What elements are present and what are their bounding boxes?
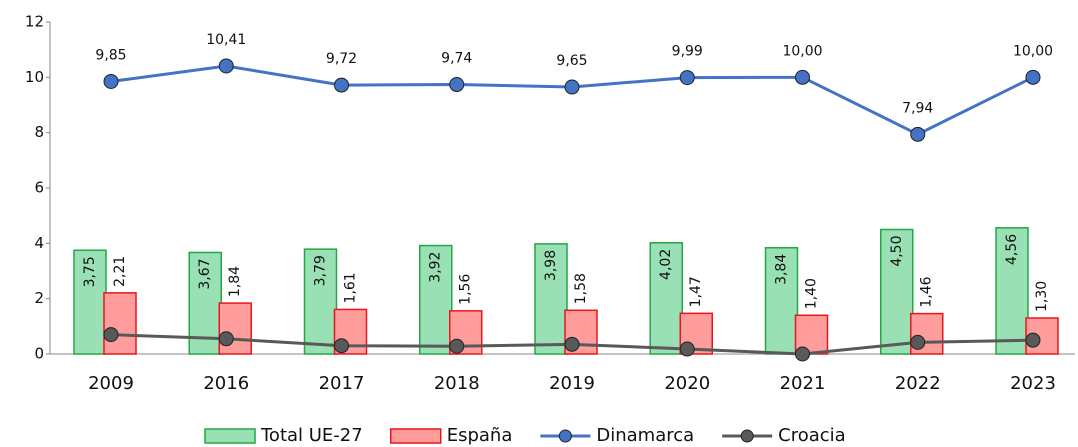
data-label: 4,56 — [1004, 234, 1020, 265]
marker — [218, 58, 234, 74]
data-label: 3,67 — [197, 258, 213, 289]
data-label: 9,65 — [556, 53, 587, 69]
bar — [303, 248, 338, 355]
data-label: 9,99 — [672, 44, 703, 60]
marker — [334, 338, 349, 354]
y-tick-label: 8 — [34, 123, 44, 141]
data-label: 3,98 — [543, 250, 559, 281]
bar — [910, 312, 944, 355]
legend: Total UE-27 España Dinamarca Croacia — [204, 425, 846, 446]
data-label: 9,85 — [95, 47, 126, 63]
legend-swatch — [558, 429, 572, 443]
data-label: 10,00 — [1013, 43, 1053, 59]
bar — [764, 247, 799, 355]
marker — [218, 331, 234, 347]
data-label: 9,72 — [326, 51, 357, 67]
marker — [103, 73, 119, 89]
x-tick-label: 2021 — [780, 373, 826, 394]
x-tick-label: 2023 — [1010, 373, 1056, 394]
bar — [534, 243, 568, 355]
y-tick-label: 12 — [25, 13, 44, 31]
y-tick-label: 6 — [34, 179, 44, 197]
data-label: 4,50 — [889, 236, 905, 267]
bar — [218, 302, 252, 355]
marker — [1025, 69, 1041, 85]
bar — [995, 227, 1029, 355]
legend-label: España — [447, 425, 513, 446]
marker — [679, 341, 695, 357]
marker — [795, 346, 810, 362]
marker — [449, 77, 465, 93]
x-tick-label: 2009 — [88, 373, 134, 394]
legend-swatch — [389, 428, 442, 444]
data-label: 9,74 — [441, 51, 472, 67]
data-label: 3,92 — [428, 252, 444, 283]
legend-swatch — [204, 428, 256, 444]
x-tick-label: 2022 — [895, 373, 941, 394]
data-label: 4,02 — [658, 249, 674, 280]
data-label: 10,41 — [206, 32, 246, 48]
y-tick-label: 0 — [34, 345, 44, 363]
data-label: 3,75 — [82, 256, 98, 287]
marker — [910, 334, 926, 350]
data-label: 3,79 — [313, 255, 329, 286]
x-tick-label: 2018 — [434, 373, 480, 394]
marker — [449, 338, 465, 354]
marker — [334, 77, 349, 93]
data-label: 7,94 — [902, 100, 933, 116]
marker — [564, 336, 580, 352]
marker — [1025, 332, 1041, 348]
data-label: 1,84 — [227, 266, 243, 297]
data-label: 1,30 — [1034, 281, 1050, 312]
marker — [910, 126, 926, 142]
data-label: 1,58 — [573, 273, 589, 304]
bar — [880, 228, 914, 355]
x-tick-label: 2019 — [549, 373, 595, 394]
x-tick-label: 2017 — [319, 373, 365, 394]
legend-label: Croacia — [778, 425, 846, 446]
legend-label: Dinamarca — [596, 425, 694, 446]
marker — [564, 79, 580, 95]
y-tick-label: 4 — [34, 234, 44, 252]
data-label: 1,47 — [688, 276, 704, 307]
data-label: 1,40 — [804, 278, 820, 309]
marker — [679, 70, 695, 86]
bar — [419, 244, 453, 355]
line — [110, 64, 1034, 137]
legend-label: Total UE-27 — [260, 425, 363, 446]
x-tick-label: 2020 — [664, 373, 710, 394]
marker — [795, 69, 810, 85]
data-label: 1,46 — [919, 276, 935, 307]
data-label: 10,00 — [782, 43, 822, 59]
y-tick-label: 2 — [34, 289, 44, 307]
data-label: 2,21 — [112, 256, 128, 287]
data-label: 3,84 — [774, 254, 790, 285]
marker — [103, 327, 119, 343]
bar — [649, 242, 683, 355]
legend-swatch — [740, 429, 754, 443]
x-tick-label: 2016 — [203, 373, 249, 394]
data-label: 1,56 — [458, 274, 474, 305]
y-tick-label: 10 — [25, 68, 44, 86]
data-label: 1,61 — [343, 272, 359, 303]
bar — [103, 292, 137, 355]
